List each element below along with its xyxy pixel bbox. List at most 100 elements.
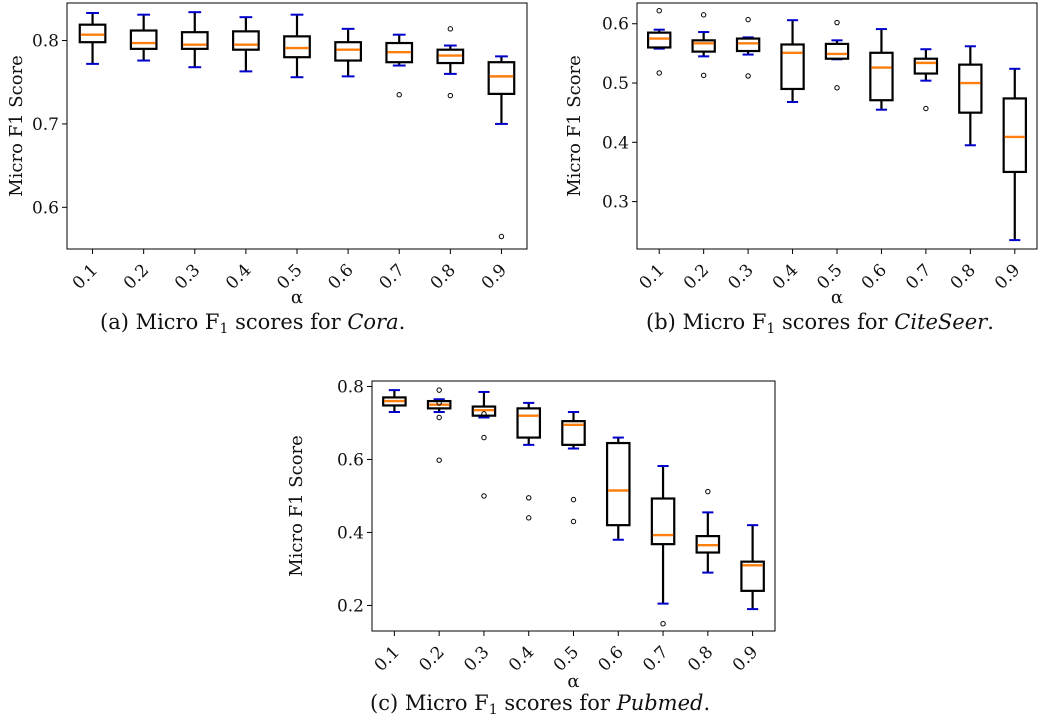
- flier-point: [705, 488, 711, 495]
- box-iqr: [129, 29, 158, 50]
- box-0.1: [647, 8, 672, 76]
- chart-pubmed: 0.20.40.60.80.1 0.2 0.3 0.4 0.5 0.6 0.7 0.8 0.9M…: [286, 377, 776, 692]
- flier-point: [570, 496, 577, 503]
- x-tick-label: 0.2: [120, 260, 153, 293]
- x-tick-label: 0.9: [991, 260, 1024, 293]
- box-0.9: [1002, 67, 1027, 242]
- box-iqr: [487, 61, 516, 95]
- x-tick-label: 0.8: [684, 642, 717, 675]
- flier-point: [660, 621, 666, 627]
- x-tick-label: 0.7: [639, 642, 672, 675]
- box-iqr: [78, 23, 107, 44]
- x-tick-label: 0.6: [324, 260, 357, 293]
- y-axis-label: Micro F1 Score: [286, 435, 307, 577]
- y-tick-label: 0.6: [602, 15, 629, 35]
- box-iqr: [334, 41, 362, 62]
- flier-point: [481, 434, 487, 441]
- panel-pubmed: 0.2 0.4 0.6 0.8 0.1 0.2 0.3 0.4 0.5 0.6 0.7 0.8 0.9 M…: [270, 377, 790, 727]
- box-iqr: [232, 30, 260, 51]
- y-tick-label: 0.2: [337, 596, 364, 616]
- box-iqr: [516, 407, 542, 439]
- flier-point: [498, 233, 505, 240]
- x-tick-label: 0.3: [171, 260, 204, 293]
- y-tick-label: 0.7: [32, 115, 59, 135]
- flier-point: [745, 16, 751, 23]
- caption-cora: (a) Micro F1 scores for Cora.: [100, 310, 406, 337]
- box-iqr: [691, 39, 716, 53]
- box-0.4: [516, 401, 542, 521]
- x-tick-label: 0.1: [371, 642, 404, 675]
- box-iqr: [1002, 97, 1027, 174]
- box-0.4: [780, 19, 805, 103]
- box-iqr: [382, 396, 407, 407]
- box-0.1: [382, 389, 407, 414]
- x-axis-label: α: [567, 671, 579, 692]
- box-0.6: [869, 28, 894, 111]
- flier-point: [526, 495, 532, 501]
- box-iqr: [561, 420, 586, 446]
- y-tick-label: 0.4: [602, 133, 629, 153]
- flier-point: [700, 12, 707, 18]
- x-tick-label: 0.3: [724, 260, 757, 293]
- y-axis-label: Micro F1 Score: [6, 55, 27, 197]
- x-tick-label: 0.2: [680, 260, 713, 293]
- y-tick-label: 0.8: [337, 377, 364, 397]
- box-0.4: [232, 16, 260, 73]
- x-tick-label: 0.2: [415, 642, 448, 675]
- box-iqr: [780, 43, 805, 91]
- x-tick-label: 0.7: [902, 260, 935, 293]
- box-0.1: [78, 12, 107, 65]
- box-0.8: [695, 488, 721, 574]
- flier-point: [447, 26, 454, 32]
- x-tick-label: 0.4: [769, 260, 802, 293]
- flier-point: [834, 85, 840, 91]
- flier-point: [656, 70, 662, 76]
- plot-frame: [66, 2, 528, 250]
- flier-point: [436, 457, 442, 463]
- x-tick-label: 0.8: [427, 260, 460, 293]
- box-0.8: [958, 45, 983, 147]
- box-iqr: [605, 441, 631, 527]
- flier-point: [570, 518, 577, 525]
- box-iqr: [283, 35, 311, 59]
- flier-point: [481, 411, 487, 417]
- y-tick-label: 0.6: [337, 450, 364, 470]
- panel-cora: 0.6 0.7 0.8 0.1 0.2 0.3 0.4 0.5 0.6 0.7 0.8 0.9 Micr…: [0, 0, 540, 350]
- box-0.2: [691, 12, 716, 79]
- flier-point: [834, 19, 840, 26]
- box-iqr: [650, 497, 676, 546]
- flier-point: [745, 73, 751, 79]
- box-0.3: [471, 390, 497, 499]
- x-tick-label: 0.3: [460, 642, 493, 675]
- y-tick-label: 0.6: [32, 198, 59, 218]
- y-tick-label: 0.8: [32, 32, 59, 52]
- flier-point: [923, 105, 929, 112]
- panel-citeseer: 0.3 0.4 0.5 0.6 0.1 0.2 0.3 0.4 0.5 0.6 0.7 0.8 0.9 M…: [540, 0, 1052, 350]
- chart-cora: 0.60.70.80.1 0.2 0.3 0.4 0.5 0.6 0.7 0.8 0.9Micr…: [6, 2, 528, 308]
- box-0.3: [180, 11, 209, 69]
- box-iqr: [647, 31, 672, 49]
- box-iqr: [958, 63, 983, 114]
- x-tick-label: 0.4: [222, 260, 255, 293]
- x-tick-label: 0.8: [947, 260, 980, 293]
- x-tick-label: 0.9: [729, 642, 762, 675]
- chart-citeseer: 0.30.40.50.60.1 0.2 0.3 0.4 0.5 0.6 0.7 0.8 0.9M…: [564, 2, 1038, 308]
- box-0.2: [426, 387, 452, 463]
- box-iqr: [824, 42, 850, 60]
- y-tick-label: 0.4: [337, 523, 364, 543]
- box-0.7: [385, 33, 414, 98]
- box-iqr: [180, 31, 209, 50]
- box-iqr: [735, 37, 761, 53]
- box-iqr: [436, 48, 465, 65]
- box-iqr: [695, 535, 721, 554]
- box-iqr: [869, 51, 894, 102]
- box-0.3: [735, 16, 761, 79]
- x-tick-label: 0.6: [858, 260, 891, 293]
- box-0.7: [650, 465, 676, 627]
- y-tick-label: 0.3: [602, 193, 629, 213]
- box-0.9: [487, 55, 516, 240]
- caption-citeseer: (b) Micro F1 scores for CiteSeer.: [646, 310, 994, 337]
- x-tick-label: 0.4: [505, 642, 538, 675]
- flier-point: [436, 400, 442, 406]
- x-tick-label: 0.9: [478, 260, 511, 293]
